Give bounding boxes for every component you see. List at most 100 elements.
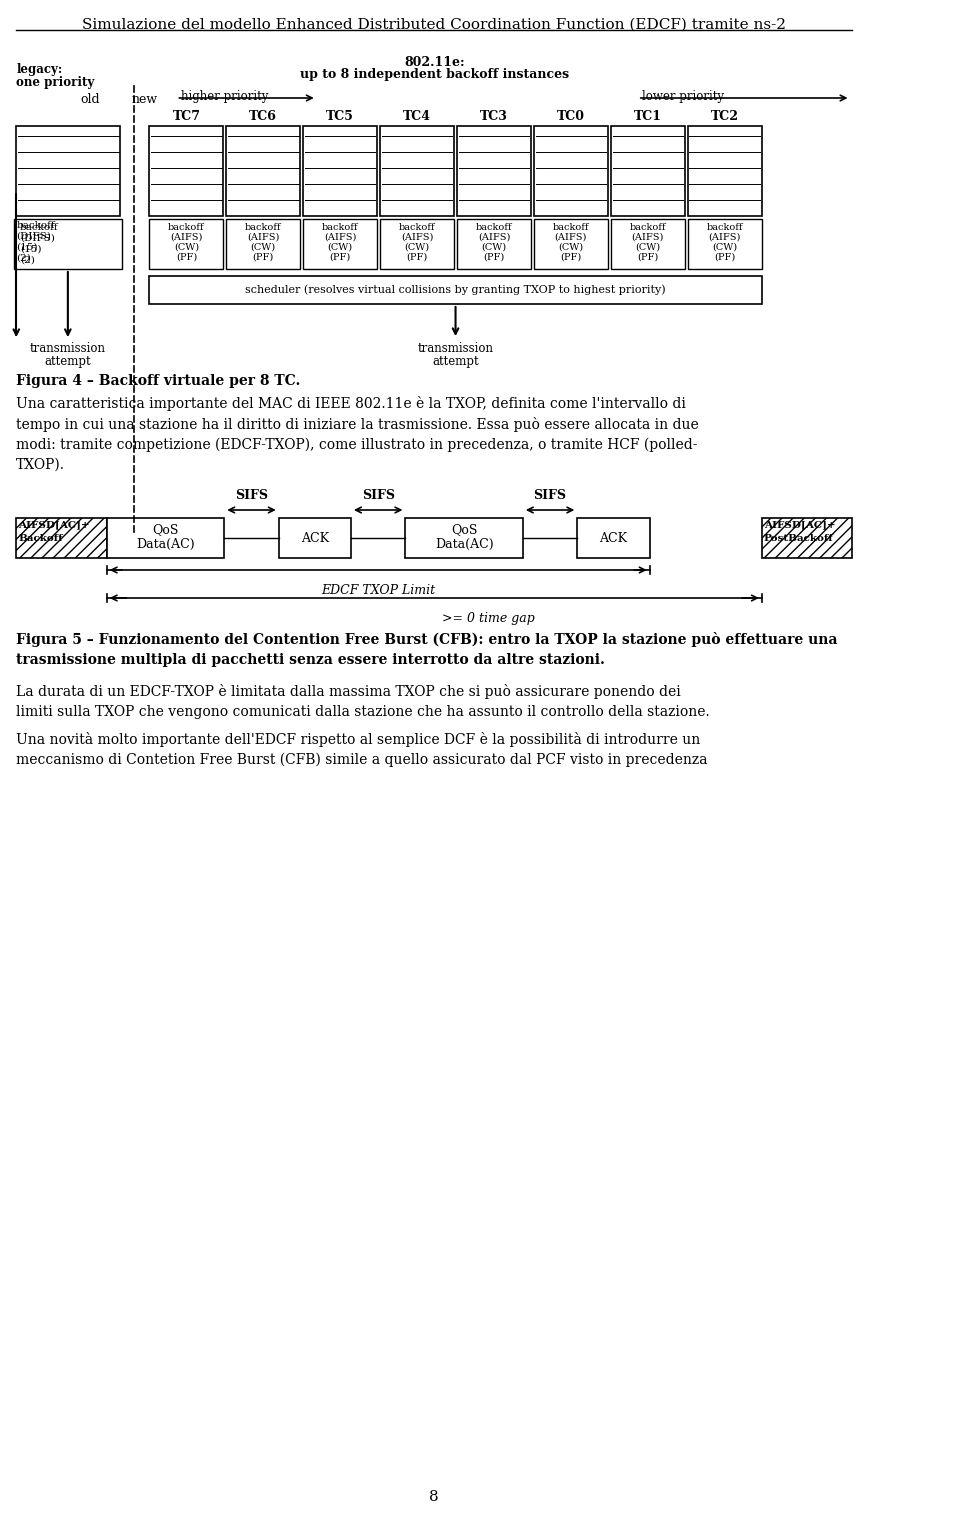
Text: (AIFS): (AIFS) <box>247 233 279 242</box>
Text: backoff: backoff <box>707 223 743 232</box>
Text: (AIFS): (AIFS) <box>401 233 433 242</box>
Text: (2): (2) <box>20 256 35 265</box>
Bar <box>278 518 351 558</box>
Text: (AIFS): (AIFS) <box>708 233 741 242</box>
Text: (PF): (PF) <box>252 253 274 262</box>
Text: TC0: TC0 <box>557 110 585 123</box>
Bar <box>534 126 608 216</box>
Text: (CW): (CW) <box>404 242 430 251</box>
Text: SIFS: SIFS <box>534 489 566 501</box>
Bar <box>227 126 300 216</box>
Text: backoff: backoff <box>553 223 589 232</box>
Text: (AIFS): (AIFS) <box>478 233 510 242</box>
Text: (15): (15) <box>20 245 41 255</box>
Text: (CW): (CW) <box>251 242 276 251</box>
Bar <box>107 518 225 558</box>
Text: (15): (15) <box>16 242 37 251</box>
Bar <box>150 219 224 270</box>
Text: (PF): (PF) <box>484 253 505 262</box>
Bar <box>380 219 454 270</box>
Text: attempt: attempt <box>432 355 479 367</box>
Text: (AIFS): (AIFS) <box>632 233 664 242</box>
Text: TC1: TC1 <box>634 110 661 123</box>
Bar <box>611 126 684 216</box>
Text: one priority: one priority <box>16 76 94 88</box>
Text: (AIFS): (AIFS) <box>170 233 203 242</box>
Text: TC5: TC5 <box>326 110 354 123</box>
Text: backoff: backoff <box>168 223 204 232</box>
Bar <box>13 219 122 270</box>
Bar <box>687 126 762 216</box>
Bar <box>577 518 650 558</box>
Bar <box>762 518 852 558</box>
Text: (PF): (PF) <box>561 253 582 262</box>
Text: backoff: backoff <box>245 223 281 232</box>
Bar <box>150 276 762 303</box>
Text: scheduler (resolves virtual collisions by granting TXOP to highest priority): scheduler (resolves virtual collisions b… <box>245 285 666 296</box>
Text: TC2: TC2 <box>710 110 738 123</box>
Text: Simulazione del modello Enhanced Distributed Coordination Function (EDCF) tramit: Simulazione del modello Enhanced Distrib… <box>83 18 786 32</box>
Bar <box>380 126 454 216</box>
Text: >= 0 time gap: >= 0 time gap <box>443 613 535 625</box>
Text: Figura 4 – Backoff virtuale per 8 TC.: Figura 4 – Backoff virtuale per 8 TC. <box>16 373 300 389</box>
Text: backoff: backoff <box>16 221 55 230</box>
Text: Data(AC): Data(AC) <box>435 538 493 550</box>
Text: (DIFS): (DIFS) <box>16 232 51 241</box>
Bar <box>303 219 377 270</box>
Text: TC4: TC4 <box>403 110 431 123</box>
Bar <box>687 219 762 270</box>
Text: Una novità molto importante dell'EDCF rispetto al semplice DCF è la possibilità : Una novità molto importante dell'EDCF ri… <box>16 732 708 767</box>
Text: ACK: ACK <box>599 532 628 544</box>
Text: 8: 8 <box>429 1490 439 1504</box>
Bar <box>16 126 120 216</box>
Text: up to 8 independent backoff instances: up to 8 independent backoff instances <box>300 69 569 81</box>
Text: (CW): (CW) <box>481 242 507 251</box>
Bar <box>611 219 684 270</box>
Text: TC3: TC3 <box>480 110 508 123</box>
Text: QoS: QoS <box>451 524 477 536</box>
Text: (DIFS): (DIFS) <box>20 235 55 242</box>
Text: (AIFS): (AIFS) <box>555 233 588 242</box>
Text: (CW): (CW) <box>174 242 199 251</box>
Text: (PF): (PF) <box>714 253 735 262</box>
Text: 802.11e:: 802.11e: <box>404 56 465 69</box>
Text: TC6: TC6 <box>250 110 277 123</box>
Bar <box>457 219 531 270</box>
Bar <box>534 219 608 270</box>
Text: QoS: QoS <box>153 524 179 536</box>
Text: backoff: backoff <box>20 223 59 232</box>
Text: (CW): (CW) <box>636 242 660 251</box>
Text: (PF): (PF) <box>406 253 428 262</box>
Text: AIFSD[AC]+: AIFSD[AC]+ <box>18 520 89 529</box>
Bar <box>16 518 107 558</box>
Text: Figura 5 – Funzionamento del Contention Free Burst (CFB): entro la TXOP la stazi: Figura 5 – Funzionamento del Contention … <box>16 632 838 666</box>
Text: higher priority: higher priority <box>180 90 269 104</box>
Text: La durata di un EDCF-TXOP è limitata dalla massima TXOP che si può assicurare po: La durata di un EDCF-TXOP è limitata dal… <box>16 684 710 718</box>
Bar <box>457 126 531 216</box>
Text: (PF): (PF) <box>176 253 197 262</box>
Text: (PF): (PF) <box>329 253 350 262</box>
Text: legacy:: legacy: <box>16 62 62 76</box>
Text: Backoff: Backoff <box>18 533 62 543</box>
Text: PostBackoff: PostBackoff <box>763 533 833 543</box>
Text: (2): (2) <box>16 255 31 264</box>
Text: Una caratteristica importante del MAC di IEEE 802.11e è la TXOP, definita come l: Una caratteristica importante del MAC di… <box>16 396 699 471</box>
Text: SIFS: SIFS <box>362 489 395 501</box>
Text: EDCF TXOP Limit: EDCF TXOP Limit <box>321 584 435 597</box>
Text: SIFS: SIFS <box>235 489 268 501</box>
Text: Data(AC): Data(AC) <box>136 538 195 550</box>
Bar <box>150 126 224 216</box>
Text: ACK: ACK <box>300 532 329 544</box>
Text: attempt: attempt <box>44 355 91 367</box>
Bar <box>227 219 300 270</box>
Text: (PF): (PF) <box>637 253 659 262</box>
Text: backoff: backoff <box>476 223 513 232</box>
Text: (AIFS): (AIFS) <box>324 233 356 242</box>
Text: backoff: backoff <box>322 223 358 232</box>
Text: new: new <box>132 93 157 107</box>
Text: backoff: backoff <box>630 223 666 232</box>
Text: old: old <box>81 93 100 107</box>
Text: lower priority: lower priority <box>642 90 725 104</box>
Text: (CW): (CW) <box>559 242 584 251</box>
Bar <box>405 518 523 558</box>
